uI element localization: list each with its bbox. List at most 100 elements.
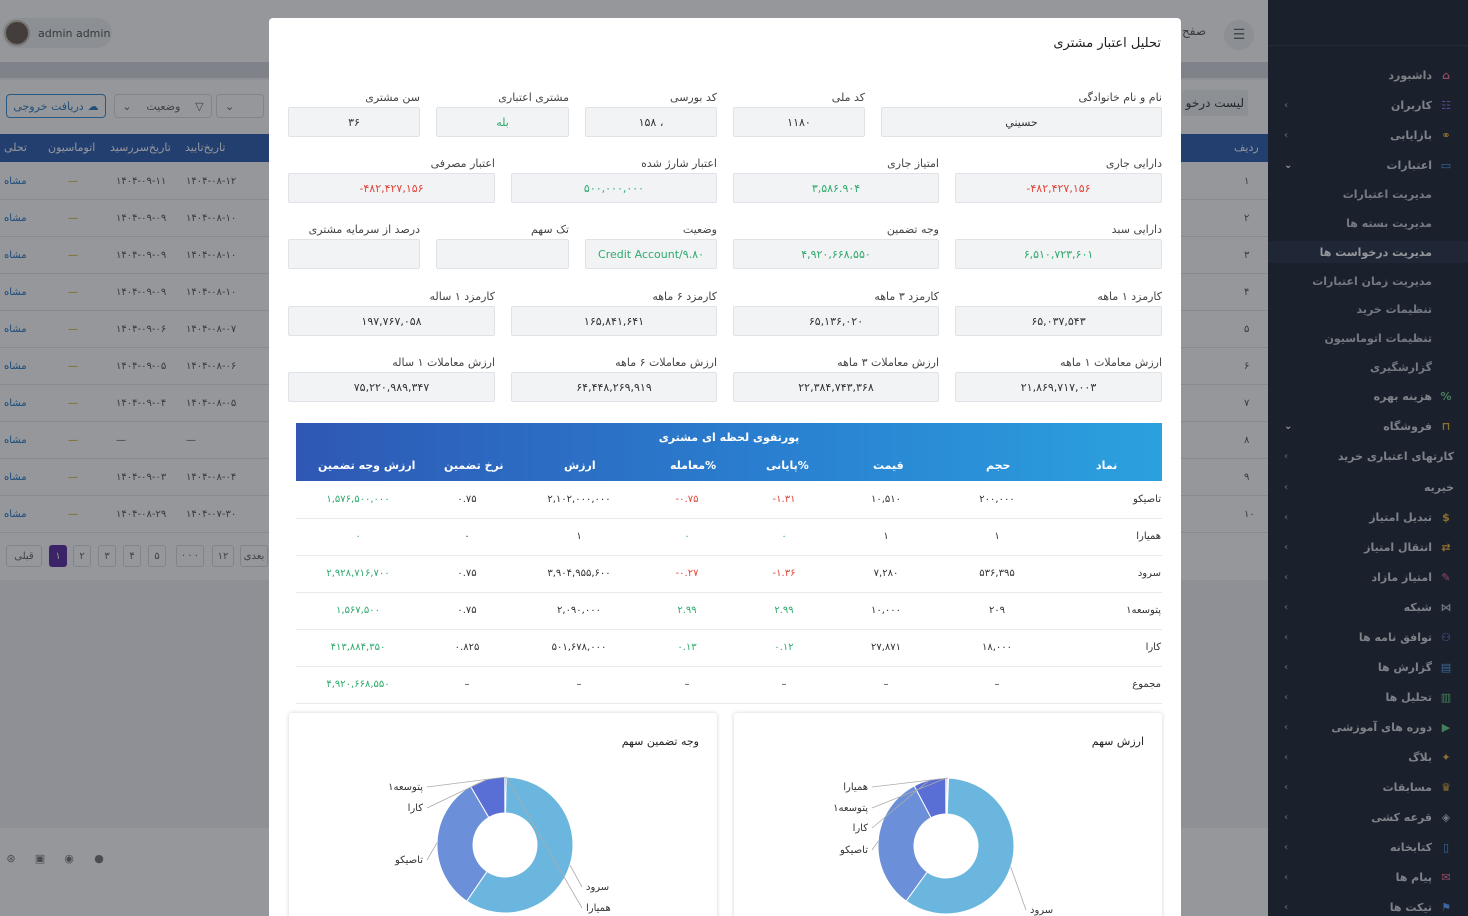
field-label: امتیاز جاری xyxy=(887,157,939,170)
facebook-icon[interactable]: ● xyxy=(94,852,104,865)
view-link[interactable]: مشاه xyxy=(4,287,27,298)
sidebar-item[interactable]: ‹ دوره های آموزشی ▶ xyxy=(1268,715,1468,739)
sidebar-item[interactable]: ‹ تیکت ها ⚑ xyxy=(1268,895,1468,916)
view-link[interactable]: مشاه xyxy=(4,361,27,372)
view-link[interactable]: مشاه xyxy=(4,250,27,261)
sidebar-item[interactable]: ‹ انتقال امتیاز ⇄ xyxy=(1268,535,1468,559)
sidebar-item[interactable]: ‹ مسابقات ♛ xyxy=(1268,775,1468,799)
instagram-icon[interactable]: ▣ xyxy=(34,852,46,865)
sidebar-item[interactable]: ‹ بازایابی ⚭ xyxy=(1268,123,1468,147)
donut-slice[interactable] xyxy=(504,776,507,814)
user-menu[interactable]: admin admin xyxy=(2,18,112,48)
field-value[interactable] xyxy=(436,239,569,269)
field-value[interactable]: ۱۱۸۰ xyxy=(733,107,865,137)
sidebar-subitem[interactable]: مدیریت درخواست ها xyxy=(1268,241,1468,263)
portfolio-row xyxy=(296,555,1162,556)
field-value[interactable]: ۶,۵۱۰,۷۲۳,۶۰۱ xyxy=(955,239,1162,269)
field-value[interactable]: Credit Account/۹.۸۰ xyxy=(585,239,717,269)
field-value[interactable]: -۴۸۲,۴۲۷,۱۵۶ xyxy=(288,173,495,203)
view-link[interactable]: مشاه xyxy=(4,398,27,409)
pagination-item[interactable]: قبلی xyxy=(6,545,42,567)
sidebar-item[interactable]: ‹ کارتهای اعتباری خرید xyxy=(1268,444,1468,468)
field-value[interactable] xyxy=(288,239,420,269)
sidebar-subitem[interactable]: گزارشگیری xyxy=(1370,360,1432,374)
field-value[interactable]: ۶۵,۰۳۷,۵۴۳ xyxy=(955,306,1162,336)
sidebar-item[interactable]: ‹ گزارش ها ▤ xyxy=(1268,655,1468,679)
view-link[interactable]: مشاه xyxy=(4,509,27,520)
sidebar-item[interactable]: ‹ کاربران ☷ xyxy=(1268,93,1468,117)
field-value[interactable]: ۶۵,۱۳۶,۰۲۰ xyxy=(733,306,939,336)
view-link[interactable]: مشاه xyxy=(4,472,27,483)
donut-slice[interactable] xyxy=(466,776,574,914)
sidebar-item[interactable]: ‹ خیریه xyxy=(1268,475,1468,499)
automation-status: — xyxy=(68,176,78,187)
field-value[interactable]: ۱۹۷,۷۶۷,۰۵۸ xyxy=(288,306,495,336)
sidebar-item[interactable]: ‹ بلاگ ✦ xyxy=(1268,745,1468,769)
collateral-chart-card: وجه تضمین سهم سرود تاصیکو کارا پتوسعه۱ همیار… xyxy=(289,713,717,916)
field-value[interactable]: ۴,۹۲۰,۶۶۸,۵۵۰ xyxy=(733,239,939,269)
portfolio-cell: – xyxy=(781,679,787,690)
field-value[interactable]: ۲۱,۸۶۹,۷۱۷,۰۰۳ xyxy=(955,372,1162,402)
field-value[interactable]: ۶۴,۴۴۸,۲۶۹,۹۱۹ xyxy=(511,372,717,402)
sidebar-item-label: انتقال امتیاز xyxy=(1364,540,1432,554)
pagination-item[interactable]: ۱ xyxy=(49,545,67,567)
pagination-item[interactable]: · · · xyxy=(176,545,204,567)
view-link[interactable]: مشاه xyxy=(4,176,27,187)
pagination-item[interactable]: ۴ xyxy=(123,545,141,567)
chevron-down-icon: ⌄ xyxy=(225,99,235,113)
sidebar-item[interactable]: هزینه بهره% xyxy=(1268,384,1468,408)
label-leader-line xyxy=(871,777,947,809)
filter-icon: ▽ xyxy=(195,99,204,113)
chevron-left-icon: ‹ xyxy=(1284,841,1289,853)
sidebar-item[interactable]: ‹ شبکه ⋈ xyxy=(1268,595,1468,619)
field-value[interactable]: ۳۶ xyxy=(288,107,420,137)
view-link[interactable]: مشاه xyxy=(4,213,27,224)
field-label: کارمزد ۶ ماهه xyxy=(652,290,717,303)
field-value[interactable]: حسيني xyxy=(881,107,1162,137)
sidebar-subitem[interactable]: تنظیمات خرید xyxy=(1356,302,1432,316)
field-value[interactable]: ۲۲,۳۸۴,۷۴۳,۳۶۸ xyxy=(733,372,939,402)
field-value[interactable]: ۱۶۵,۸۴۱,۶۴۱ xyxy=(511,306,717,336)
menu-toggle-icon[interactable]: ☰ xyxy=(1224,20,1254,50)
sidebar-item[interactable]: ‹ قرعه کشی ◈ xyxy=(1268,805,1468,829)
view-link[interactable]: مشاه xyxy=(4,435,27,446)
sidebar-item[interactable]: ‹ توافق نامه ها ⚇ xyxy=(1268,625,1468,649)
donut-slice[interactable] xyxy=(905,777,1015,915)
field-value[interactable]: -۴۸۲,۴۲۷,۱۵۶ xyxy=(955,173,1162,203)
sidebar-subitem[interactable]: تنظیمات اتوماسیون xyxy=(1324,331,1432,345)
field-value[interactable]: بله xyxy=(436,107,569,137)
export-button[interactable]: دریافت خروجی ☁ xyxy=(6,94,106,118)
sidebar-item[interactable]: ‹ تحلیل ها ▥ xyxy=(1268,685,1468,709)
view-link[interactable]: مشاه xyxy=(4,324,27,335)
secondary-filter[interactable]: ⌄ xyxy=(216,94,264,118)
chevron-left-icon: ‹ xyxy=(1284,811,1289,823)
sidebar-item[interactable]: ‹ کتابخانه ▯ xyxy=(1268,835,1468,859)
sidebar-item-label: فروشگاه xyxy=(1383,419,1432,433)
status-filter[interactable]: ⌄ وضعیت ▽ xyxy=(114,94,212,118)
due-date: ۱۴۰۴-۰۹-۰۳ xyxy=(116,472,167,483)
slice-label: پتوسعه۱ xyxy=(388,782,423,793)
field-value[interactable]: ۵۰۰,۰۰۰,۰۰۰ xyxy=(511,173,717,203)
sidebar-item[interactable]: ⌄ فروشگاه ⊓ xyxy=(1268,414,1468,438)
pagination-item[interactable]: بعدی xyxy=(240,545,268,567)
sidebar-item[interactable]: ‹ امتیاز مازاد ✎ xyxy=(1268,565,1468,589)
donut-slice[interactable] xyxy=(877,785,932,902)
field-value[interactable]: ۷۵,۲۲۰,۹۸۹,۳۴۷ xyxy=(288,372,495,402)
pagination-item[interactable]: ۳ xyxy=(98,545,116,567)
field-value[interactable]: ۱۵۸ ، xyxy=(585,107,717,137)
pagination-item[interactable]: ۵ xyxy=(148,545,166,567)
field-bourse-code: کد بورسی ۱۵۸ ، xyxy=(585,91,717,137)
github-icon[interactable]: ◉ xyxy=(64,852,74,865)
sidebar-subitem[interactable]: مدیریت زمان اعتبارات xyxy=(1312,274,1432,288)
sidebar-item[interactable]: ⌄ اعتبارات ▭ xyxy=(1268,153,1468,177)
sidebar-item[interactable]: ‹ پیام ها ✉ xyxy=(1268,865,1468,889)
sidebar-subitem[interactable]: مدیریت بسته ها xyxy=(1346,216,1432,230)
pagination-item[interactable]: ۱۲ xyxy=(212,545,234,567)
portfolio-column-header: حجم xyxy=(986,459,1011,472)
field-value[interactable]: ۳,۵۸۶.۹۰۴ xyxy=(733,173,939,203)
dribbble-icon[interactable]: ⊛ xyxy=(6,852,16,865)
sidebar-item[interactable]: داشبورد ⌂ xyxy=(1268,63,1468,87)
pagination-item[interactable]: ۲ xyxy=(73,545,91,567)
sidebar-subitem[interactable]: مدیریت اعتبارات xyxy=(1342,187,1432,201)
sidebar-item[interactable]: ‹ تبدیل امتیاز $ xyxy=(1268,505,1468,529)
